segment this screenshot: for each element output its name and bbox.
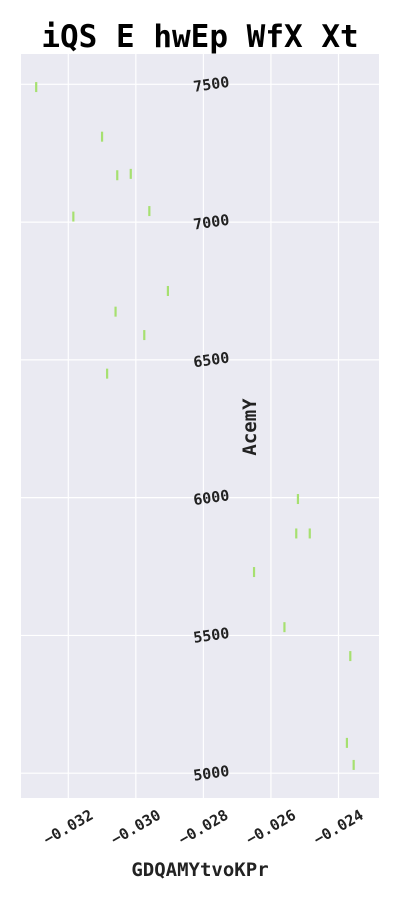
y-axis-label: AcemY xyxy=(239,398,261,456)
x-gridlines xyxy=(67,54,340,798)
x-tick-label: −0.024 xyxy=(311,806,367,849)
y-tick-label: 7000 xyxy=(192,211,230,234)
y-tick-label: 6500 xyxy=(192,348,230,371)
y-tick-label: 5500 xyxy=(192,624,230,647)
x-tick-label: −0.028 xyxy=(175,806,231,849)
x-axis-label: GDQAMYtvoKPr xyxy=(131,859,268,881)
x-tick-label: −0.032 xyxy=(40,806,96,849)
chart-title: iQS E hwEp WfX Xt xyxy=(41,19,358,55)
x-tick-label: −0.026 xyxy=(243,806,299,849)
y-tick-label: 5000 xyxy=(192,762,230,785)
y-tick-label: 7500 xyxy=(192,73,230,96)
x-tick-label: −0.030 xyxy=(108,806,164,849)
y-tick-label: 6000 xyxy=(192,486,230,509)
x-tick-labels: −0.032 −0.030 −0.028 −0.026 −0.024 xyxy=(40,806,366,849)
y-gridlines xyxy=(21,83,379,774)
y-tick-labels: 5000 5500 6000 6500 7000 7500 xyxy=(192,73,230,785)
data-points xyxy=(35,82,355,770)
plot-area xyxy=(21,54,379,798)
